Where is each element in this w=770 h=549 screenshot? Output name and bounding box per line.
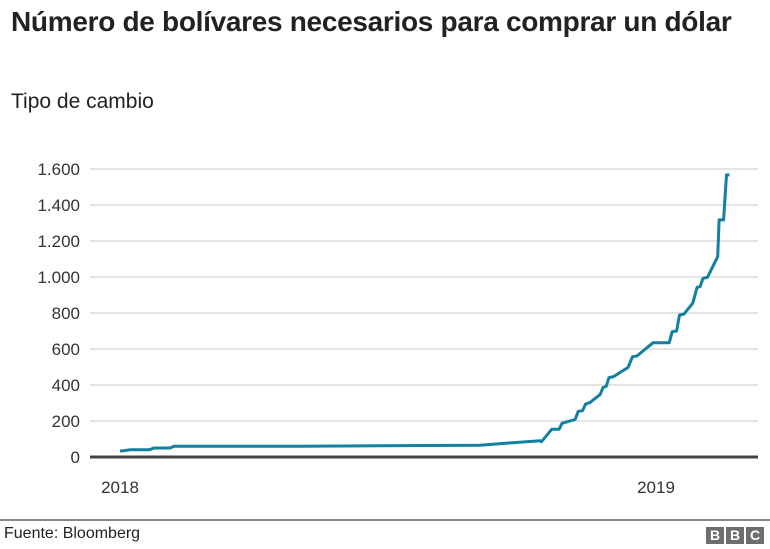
bbc-logo: B B C: [706, 527, 764, 544]
footer-divider: [0, 519, 770, 521]
line-chart: 0 200 400 600 800 1.000 1.200 1.400 1.600 2018 201…: [37, 160, 758, 497]
y-tick-label: 800: [52, 304, 80, 323]
y-tick-label: 1.000: [37, 268, 80, 287]
bbc-logo-block: C: [746, 527, 764, 544]
chart-title: Número de bolívares necesarios para comp…: [11, 6, 732, 37]
y-tick-label: 600: [52, 340, 80, 359]
y-tick-label: 200: [52, 412, 80, 431]
y-tick-label: 1.600: [37, 160, 80, 179]
bbc-logo-block: B: [726, 527, 744, 544]
y-tick-label: 400: [52, 376, 80, 395]
x-tick-label: 2018: [101, 478, 139, 497]
bbc-logo-block: B: [706, 527, 724, 544]
source-label: Fuente: Bloomberg: [4, 525, 141, 542]
y-tick-label: 1.200: [37, 232, 80, 251]
y-tick-label: 1.400: [37, 196, 80, 215]
y-tick-label: 0: [71, 448, 80, 467]
x-tick-label: 2019: [637, 478, 675, 497]
chart-subtitle: Tipo de cambio: [11, 90, 154, 113]
